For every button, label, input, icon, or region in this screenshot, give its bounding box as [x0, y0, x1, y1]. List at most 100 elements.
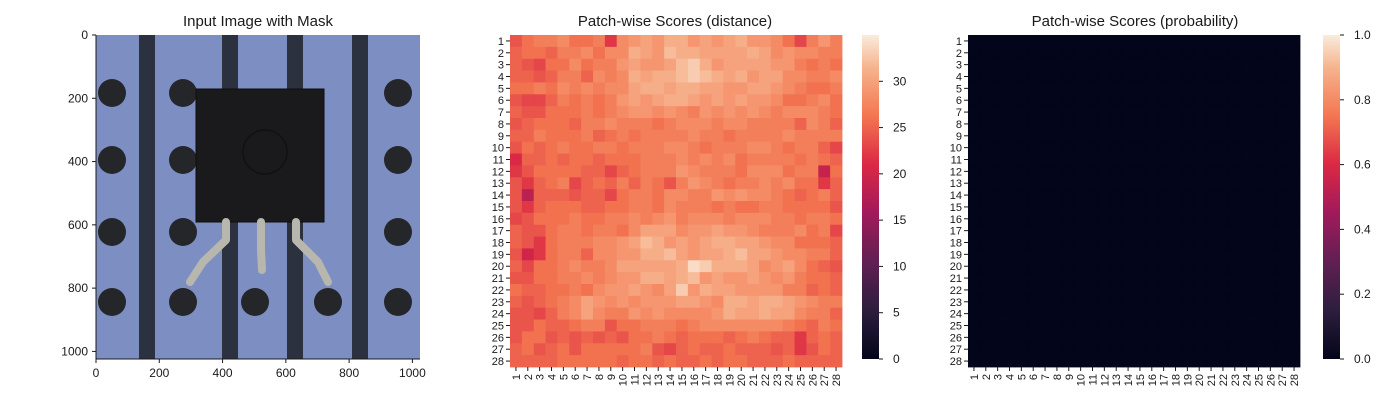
heatmap-cell	[699, 331, 712, 344]
y-tick: 600	[68, 218, 96, 232]
heatmap-cell	[1110, 189, 1123, 202]
heatmap-cell	[1228, 94, 1242, 107]
heatmap-cell	[991, 201, 1004, 214]
heatmap-cell	[1252, 295, 1265, 309]
x-tick: 200	[149, 359, 170, 380]
tick-label: 21	[492, 273, 504, 285]
y-tick: 26	[492, 332, 510, 344]
heatmap-cell	[581, 201, 594, 214]
heatmap-cell	[979, 248, 993, 261]
heatmap-cell	[1288, 94, 1301, 107]
heatmap-cell	[676, 46, 689, 60]
heatmap-cell	[1240, 82, 1253, 95]
heatmap-cell	[533, 343, 546, 356]
heatmap-cell	[593, 272, 606, 285]
heatmap-cell	[1086, 106, 1099, 119]
heatmap-cell	[557, 295, 570, 309]
tick-label: 10	[1076, 374, 1088, 386]
heatmap-cell	[818, 70, 831, 83]
heatmap-cell	[1062, 272, 1076, 285]
heatmap-cell	[1205, 35, 1218, 48]
heatmap-cell	[676, 82, 689, 95]
heatmap-cell	[1276, 248, 1289, 261]
heatmap-cell	[1098, 224, 1111, 237]
heatmap-cell	[968, 260, 981, 273]
heatmap-cell	[1252, 189, 1265, 202]
heatmap-cell	[1145, 248, 1159, 261]
heatmap-cell	[1193, 355, 1206, 368]
tick-label: 0.2	[1354, 287, 1371, 301]
heatmap-cell	[581, 129, 594, 143]
heatmap-cell	[991, 319, 1004, 332]
heatmap-cell	[593, 165, 606, 178]
heatmap-cell	[1252, 331, 1265, 344]
y-tick: 4	[956, 72, 968, 84]
heatmap-cell	[1217, 46, 1230, 60]
heatmap-cell	[1181, 46, 1194, 60]
heatmap-cell	[593, 248, 606, 261]
heatmap-cell	[1228, 212, 1242, 226]
heatmap-cell	[1062, 355, 1076, 368]
heatmap-cell	[735, 248, 748, 261]
heatmap-cell	[1027, 94, 1040, 107]
heatmap-cell	[616, 129, 629, 143]
heatmap-cell	[770, 236, 784, 249]
heatmap-cell	[1110, 141, 1123, 154]
heatmap-cell	[533, 284, 546, 297]
heatmap-cell	[991, 331, 1004, 344]
heatmap-cell	[1039, 331, 1052, 344]
y-tick: 1	[498, 36, 510, 48]
heatmap-cell	[723, 343, 736, 356]
colorbar-tick: 0.6	[1340, 158, 1371, 172]
heatmap-cell	[991, 248, 1004, 261]
heatmap-cell	[1051, 58, 1064, 71]
heatmap-cell	[1193, 153, 1206, 166]
heatmap-cell	[711, 46, 724, 60]
heatmap-cell	[1122, 355, 1135, 368]
heatmap-cell	[1217, 201, 1230, 214]
heatmap-cell	[581, 319, 594, 332]
heatmap-cell	[830, 248, 843, 261]
heatmap-cell	[782, 248, 795, 261]
x-tick: 21	[748, 367, 760, 386]
heatmap-cell	[770, 58, 784, 71]
tick-label: 24	[950, 309, 962, 321]
heatmap-cell	[991, 224, 1004, 237]
heatmap-cell	[1003, 94, 1016, 107]
tick-label: 22	[950, 285, 962, 297]
heatmap-cell	[533, 46, 546, 60]
heatmap-cell	[628, 355, 641, 368]
heatmap-cell	[770, 319, 784, 332]
panel-input-image: Input Image with Mask	[61, 13, 426, 380]
heatmap-cell	[1240, 70, 1253, 83]
tick-label: 17	[950, 226, 962, 238]
heatmap-cell	[1122, 284, 1135, 297]
heatmap-cell	[1240, 260, 1253, 273]
heatmap-cell	[1003, 165, 1016, 178]
heatmap-cell	[830, 177, 843, 190]
heatmap-cell	[1039, 118, 1052, 131]
heatmap-cell	[521, 307, 535, 320]
heatmap-cell	[1003, 141, 1016, 154]
heatmap-cell	[1276, 35, 1289, 48]
heatmap-cell	[1122, 141, 1135, 154]
heatmap-cell	[759, 319, 772, 332]
heatmap-cell	[699, 189, 712, 202]
heatmap-cell	[968, 165, 981, 178]
heatmap-cell	[1264, 284, 1277, 297]
tick-label: 23	[1230, 374, 1242, 386]
colorbar-tick: 5	[879, 306, 900, 320]
x-tick: 12	[641, 367, 653, 386]
tick-label: 7	[1040, 374, 1052, 380]
heatmap-cell	[1122, 236, 1135, 249]
heatmap-cell	[1098, 118, 1111, 131]
heatmap-cell	[664, 177, 677, 190]
heatmap-cell	[1086, 141, 1099, 154]
heatmap-cell	[759, 189, 772, 202]
heatmap-cell	[1157, 331, 1170, 344]
heatmap-cell	[1252, 319, 1265, 332]
heatmap-cell	[1228, 260, 1242, 273]
heatmap-cell	[1181, 224, 1194, 237]
tick-label: 0	[81, 28, 88, 42]
heatmap-cell	[1145, 82, 1159, 95]
